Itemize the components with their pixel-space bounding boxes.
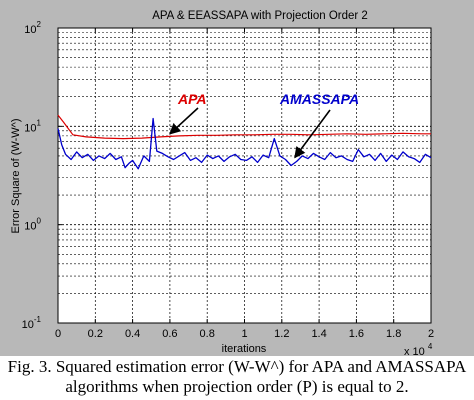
chart: APA & EEASSAPA with Projection Order 2 0… <box>10 10 434 358</box>
x-tick-label: 0.2 <box>88 328 103 340</box>
x-tick-label: 1.8 <box>386 328 401 340</box>
x-tick-label: 0.4 <box>125 328 140 340</box>
series-layer <box>57 114 432 170</box>
y-axis-label: Error Square of (W-W^) <box>10 119 22 234</box>
x-tick-label: 0 <box>55 328 61 340</box>
figure-panel: APA & EEASSAPA with Projection Order 2 0… <box>0 0 474 358</box>
series-line-apa <box>57 114 431 140</box>
chart-title: APA & EEASSAPA with Projection Order 2 <box>152 10 368 22</box>
x-tick-label: 0.8 <box>200 328 215 340</box>
x-axis-multiplier: x 10 4 <box>404 342 433 356</box>
series-line-amassapa <box>57 117 432 170</box>
x-axis-label: iterations <box>222 343 267 355</box>
x-multiplier-base: x 10 <box>404 346 425 356</box>
x-tick-label: 1.4 <box>311 328 326 340</box>
figure-caption: Fig. 3. Squared estimation error (W-W^) … <box>0 357 474 397</box>
annotation-arrow-apa <box>169 107 199 135</box>
x-tick-label: 1 <box>241 328 247 340</box>
y-tick-label: 10-1 <box>22 315 42 331</box>
x-tick-label: 2 <box>428 328 434 340</box>
caption-line-1: Fig. 3. Squared estimation error (W-W^) … <box>7 357 467 376</box>
y-tick-label: 100 <box>24 217 41 233</box>
x-tick-label: 1.6 <box>349 328 364 340</box>
caption-line-2: algorithms when projection order (P) is … <box>65 377 409 396</box>
annotation-apa: APA <box>177 91 207 107</box>
annotation-amassapa: AMASSAPA <box>279 91 359 107</box>
x-tick-label: 1.2 <box>274 328 289 340</box>
grid <box>58 28 431 323</box>
annotations: APA AMASSAPA <box>169 91 359 159</box>
y-tick-label: 102 <box>24 20 41 36</box>
x-multiplier-exponent: 4 <box>428 342 433 351</box>
x-tick-label: 0.6 <box>162 328 177 340</box>
axis-ticks: 0 0.2 0.4 0.6 0.8 1 1.2 1.4 1.6 1.8 2 10-1 100 101 102 <box>22 20 434 340</box>
y-tick-label: 101 <box>24 118 41 134</box>
annotation-arrow-amassapa <box>294 109 331 159</box>
